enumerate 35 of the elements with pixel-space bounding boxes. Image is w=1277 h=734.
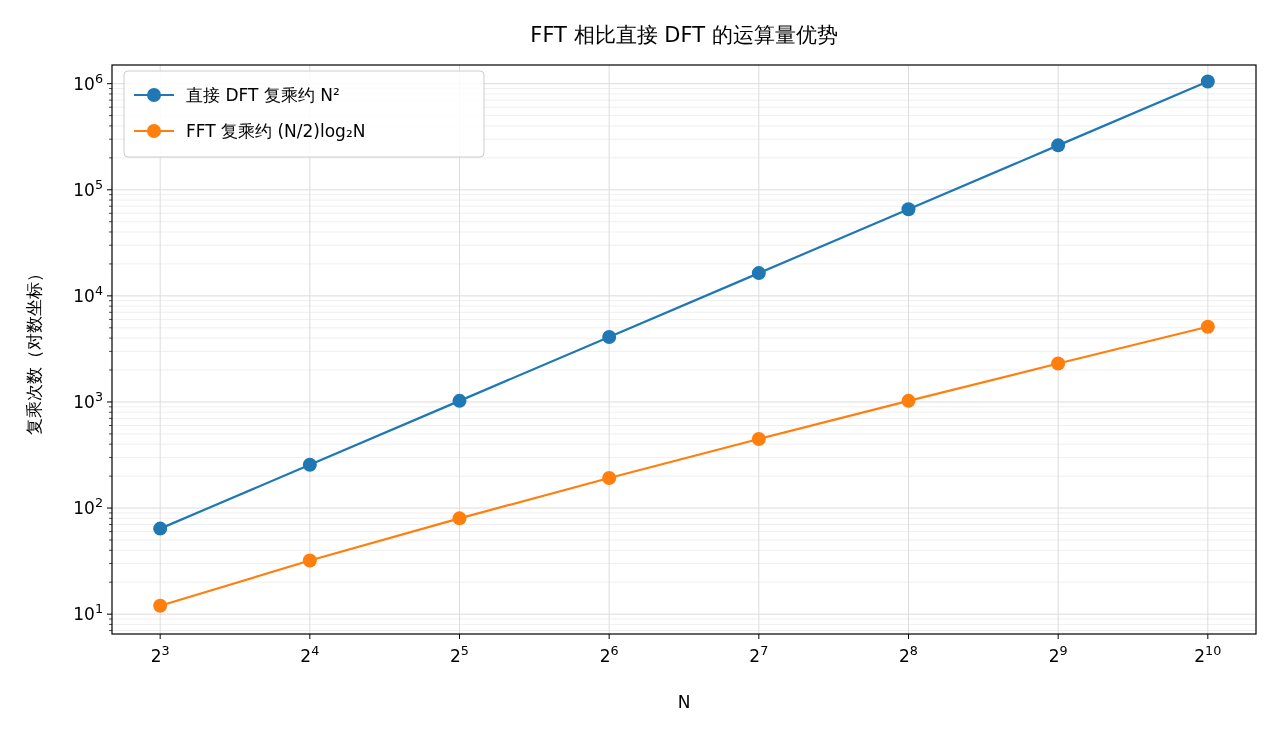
point [602,330,617,344]
x-tick-label: 2$^{6}$ [599,642,619,666]
x-tick-label: 2$^{7}$ [749,642,769,666]
point [452,393,467,408]
point [602,471,617,485]
x-tick-label: 2$^{9}$ [1048,642,1068,666]
point [901,393,916,408]
point [452,511,467,526]
y-tick-label: 10$^{5}$ [73,176,103,200]
point [1051,138,1066,153]
x-tick-label: 2$^{3}$ [150,642,170,666]
point [153,598,168,613]
point [751,431,766,446]
x-tick-label: 2$^{8}$ [899,642,918,666]
x-tick-label: 2$^{10}$ [1194,642,1222,666]
y-tick-label: 10$^{1}$ [73,600,103,625]
point [751,266,766,281]
point [1051,356,1066,371]
y-tick-label: 10$^{4}$ [73,282,103,306]
point [1200,74,1215,89]
point [302,457,317,472]
y-tick-label: 10$^{6}$ [73,70,103,94]
point [1200,319,1215,334]
legend-label: 直接 DFT 复乘约 N² [186,85,340,105]
point [901,202,916,217]
y-tick-label: 10$^{3}$ [73,388,103,412]
x-tick-label: 2$^{5}$ [450,642,469,666]
y-tick-label: 10$^{2}$ [73,494,103,519]
x-tick-label: 2$^{4}$ [300,642,320,666]
y-axis-title: 复乘次数（对数坐标） [24,264,44,435]
chart-title: FFT 相比直接 DFT 的运算量优势 [530,23,838,47]
point [302,553,317,568]
legend-label: FFT 复乘约 (N/2)log₂N [186,121,366,141]
point [153,521,168,536]
x-axis-title: N [677,692,691,712]
